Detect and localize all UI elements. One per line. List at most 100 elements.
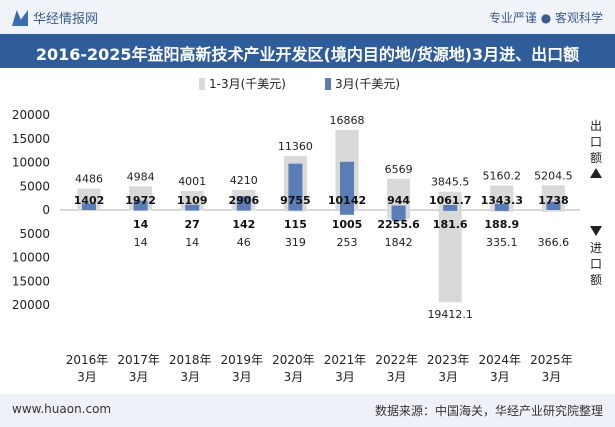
legend-swatch-cumulative	[199, 78, 205, 90]
x-tick-label-year: 2019年	[221, 353, 264, 367]
y-tick-label: 20000	[12, 108, 50, 122]
bars	[77, 129, 565, 303]
x-tick-label-month: 3月	[335, 370, 355, 384]
bar-monthly-import	[443, 210, 458, 211]
label-monthly-export: 1343.3	[481, 194, 523, 207]
up-arrow-icon	[590, 168, 602, 178]
brand[interactable]: 华经情报网	[12, 8, 98, 27]
x-tick-label-month: 3月	[77, 370, 97, 384]
y-tick-label: 15000	[12, 132, 50, 146]
label-cumulative-export: 5160.2	[483, 169, 522, 182]
label-cumulative-export: 11360	[278, 140, 313, 153]
bar-cumulative-import	[438, 210, 462, 303]
x-tick-label-month: 3月	[490, 370, 510, 384]
huajing-logo-icon	[12, 10, 28, 26]
x-tick-label-year: 2024年	[479, 353, 522, 367]
bar-monthly-export	[185, 204, 200, 210]
brand-name: 华经情报网	[33, 12, 99, 27]
x-tick-label-year: 2023年	[427, 353, 470, 367]
label-cumulative-import: 335.1	[486, 236, 518, 249]
label-monthly-import: 2255.6	[377, 218, 420, 231]
bar-monthly-import	[494, 210, 509, 211]
x-tick-label-year: 2017年	[117, 353, 160, 367]
label-monthly-export: 1109	[177, 194, 208, 207]
bar-monthly-export	[443, 204, 458, 210]
label-monthly-import: 188.9	[484, 218, 519, 231]
x-tick-label-year: 2016年	[66, 353, 109, 367]
down-arrow-icon	[590, 226, 602, 236]
x-axis-labels: 2016年 3月 2017年 3月 2018年 3月 2019年 3月 2020年 3月 2021年…	[66, 353, 573, 384]
bar-monthly-export	[494, 203, 509, 210]
bar-monthly-export	[391, 205, 406, 210]
label-cumulative-import: 19412.1	[427, 308, 473, 321]
label-cumulative-import: 1842	[385, 236, 413, 249]
top-bar: 华经情报网 专业严谨 ● 客观科学	[0, 0, 615, 34]
label-cumulative-import: 253	[337, 236, 358, 249]
label-cumulative-export: 4001	[178, 175, 206, 188]
bar-monthly-import	[133, 210, 148, 211]
bar-cumulative-export	[387, 178, 411, 210]
site-url[interactable]: www.huaon.com	[12, 402, 112, 416]
bar-monthly-import	[288, 210, 303, 211]
label-monthly-import: 181.6	[433, 218, 468, 231]
x-tick-label-year: 2021年	[324, 353, 367, 367]
side-label-import-char: 额	[590, 273, 602, 287]
y-tick-label: 10000	[12, 156, 50, 170]
bar-cumulative-import	[541, 210, 565, 212]
chart: 1-3月(千美元) 3月(千美元) 20000 15000 10000 5000 0 500…	[12, 77, 602, 384]
label-monthly-import: 142	[232, 218, 255, 231]
label-cumulative-import: 46	[237, 236, 251, 249]
side-label-import-char: 进	[590, 241, 602, 255]
legend-label-monthly: 3月(千美元)	[335, 77, 400, 91]
label-monthly-export: 2906	[228, 194, 259, 207]
label-cumulative-import: 319	[285, 236, 306, 249]
data-labels: 4486 1402 4984 1972 14 14 4001 1109 27 14 4210 2906…	[74, 114, 573, 321]
bar-monthly-export	[133, 200, 148, 210]
slogan: 专业严谨 ● 客观科学	[488, 11, 603, 25]
y-tick-label: 15000	[12, 274, 50, 288]
x-tick-label-month: 3月	[129, 370, 149, 384]
x-tick-label-year: 2018年	[169, 353, 212, 367]
x-tick-label-year: 2025年	[530, 353, 573, 367]
data-source: 数据来源：中国海关，华经产业研究院整理	[374, 404, 603, 418]
label-cumulative-export: 4486	[75, 173, 103, 186]
label-monthly-export: 944	[387, 194, 410, 207]
label-monthly-import: 1005	[332, 218, 363, 231]
label-monthly-export: 10142	[328, 194, 366, 207]
label-cumulative-export: 3845.5	[431, 176, 470, 189]
x-tick-label-month: 3月	[438, 370, 458, 384]
label-cumulative-import: 366.6	[538, 236, 570, 249]
x-tick-label-year: 2022年	[375, 353, 418, 367]
bar-monthly-export	[82, 203, 96, 210]
label-cumulative-export: 4210	[230, 174, 258, 187]
y-tick-label: 5000	[19, 179, 50, 193]
legend-swatch-monthly	[325, 78, 331, 90]
bar-monthly-import	[185, 210, 200, 211]
bar-monthly-export	[340, 161, 354, 210]
x-tick-label-year: 2020年	[272, 353, 315, 367]
x-tick-label-month: 3月	[180, 370, 200, 384]
label-cumulative-export: 4984	[127, 170, 155, 183]
label-cumulative-import: 14	[134, 236, 148, 249]
label-monthly-export: 9755	[280, 194, 311, 207]
side-label-export-char: 口	[590, 135, 602, 149]
title-bar: 2016-2025年益阳高新技术产业开发区(境内目的地/货源地)3月进、出口额	[0, 34, 615, 68]
x-tick-label-month: 3月	[542, 370, 562, 384]
bar-monthly-import	[340, 210, 354, 215]
label-cumulative-import: 14	[185, 236, 199, 249]
y-tick-label: 20000	[12, 298, 50, 312]
x-tick-label-month: 3月	[387, 370, 407, 384]
label-monthly-import: 27	[185, 218, 200, 231]
label-cumulative-export: 16868	[330, 114, 365, 127]
label-cumulative-export: 5204.5	[534, 169, 573, 182]
side-label-export-char: 额	[590, 151, 602, 165]
label-monthly-import: 14	[133, 218, 149, 231]
x-tick-label-month: 3月	[232, 370, 252, 384]
chart-title: 2016-2025年益阳高新技术产业开发区(境内目的地/货源地)3月进、出口额	[35, 45, 580, 64]
bar-monthly-export	[288, 163, 303, 210]
side-label-export-char: 出	[590, 119, 602, 133]
y-tick-label: 10000	[12, 251, 50, 265]
y-tick-label: 0	[42, 203, 50, 217]
